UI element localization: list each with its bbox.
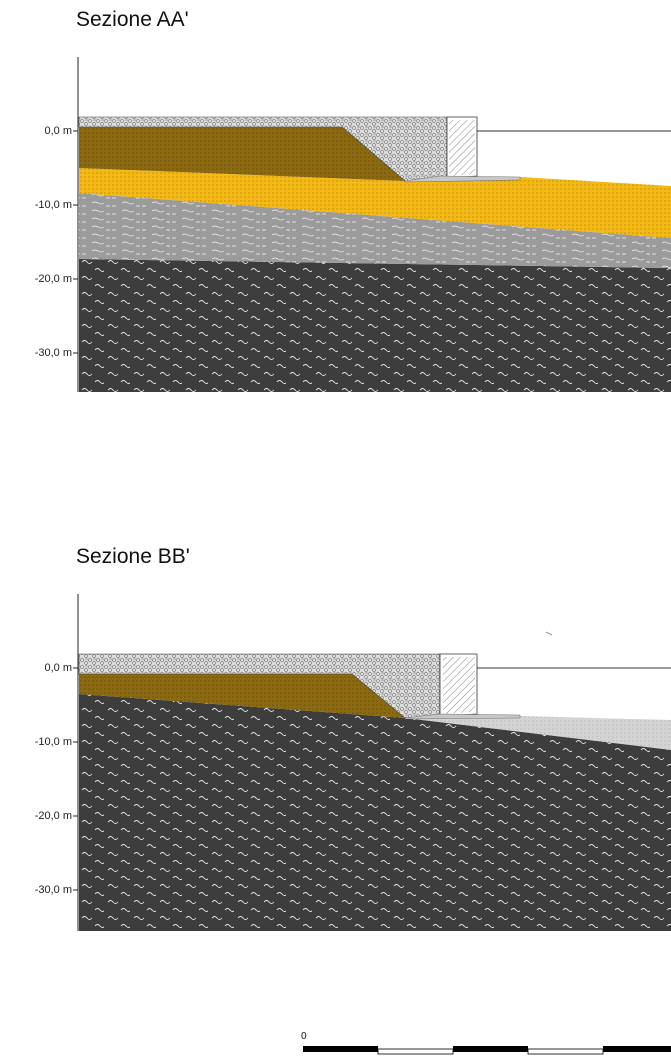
section-b-diagram [73,594,671,931]
section-b-title: Sezione BB' [76,545,190,568]
section-a-silt-layer [79,193,671,268]
section-b-toe [404,713,521,720]
section-b-fill-layer [79,674,405,718]
section-a-tick-30: -30,0 m [34,347,72,359]
scale-bar: 0 [301,1031,671,1055]
section-a-sand-layer [79,168,671,238]
section-a-title: Sezione AA' [76,8,189,31]
section-b-tick-10: -10,0 m [34,736,72,748]
section-b-tick-20: -20,0 m [34,810,72,822]
section-a-tick-10: -10,0 m [34,199,72,211]
section-b-tick-0: 0,0 m [44,662,72,674]
scale-bar-zero: 0 [301,1031,307,1042]
section-a-fill-layer [79,127,405,181]
section-a-bedrock-layer [79,259,671,392]
section-b-bedrock-layer [79,694,671,931]
section-a-diagram [73,57,671,392]
section-a-tick-0: 0,0 m [44,125,72,137]
section-b-quay-hatch [443,657,475,714]
section-a-tick-20: -20,0 m [34,273,72,285]
section-b-tick-30: -30,0 m [34,884,72,896]
section-a-quay-hatch [449,120,475,176]
section-a-toe [404,175,521,183]
section-b-seabed-layer [405,716,671,750]
section-b-mark [545,631,553,636]
